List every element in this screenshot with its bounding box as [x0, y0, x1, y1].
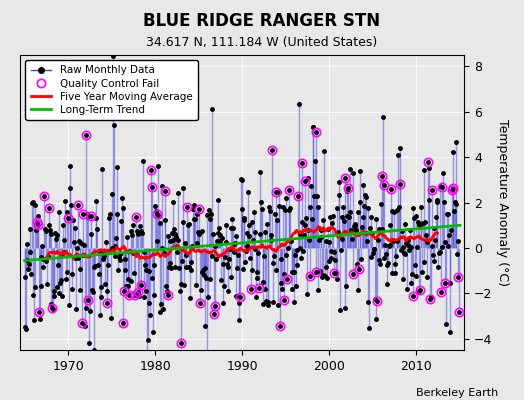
- Legend: Raw Monthly Data, Quality Control Fail, Five Year Moving Average, Long-Term Tren: Raw Monthly Data, Quality Control Fail, …: [26, 60, 198, 120]
- Text: 34.617 N, 111.184 W (United States): 34.617 N, 111.184 W (United States): [146, 36, 378, 49]
- Y-axis label: Temperature Anomaly (°C): Temperature Anomaly (°C): [496, 119, 509, 286]
- Text: BLUE RIDGE RANGER STN: BLUE RIDGE RANGER STN: [144, 12, 380, 30]
- Text: Berkeley Earth: Berkeley Earth: [416, 388, 498, 398]
